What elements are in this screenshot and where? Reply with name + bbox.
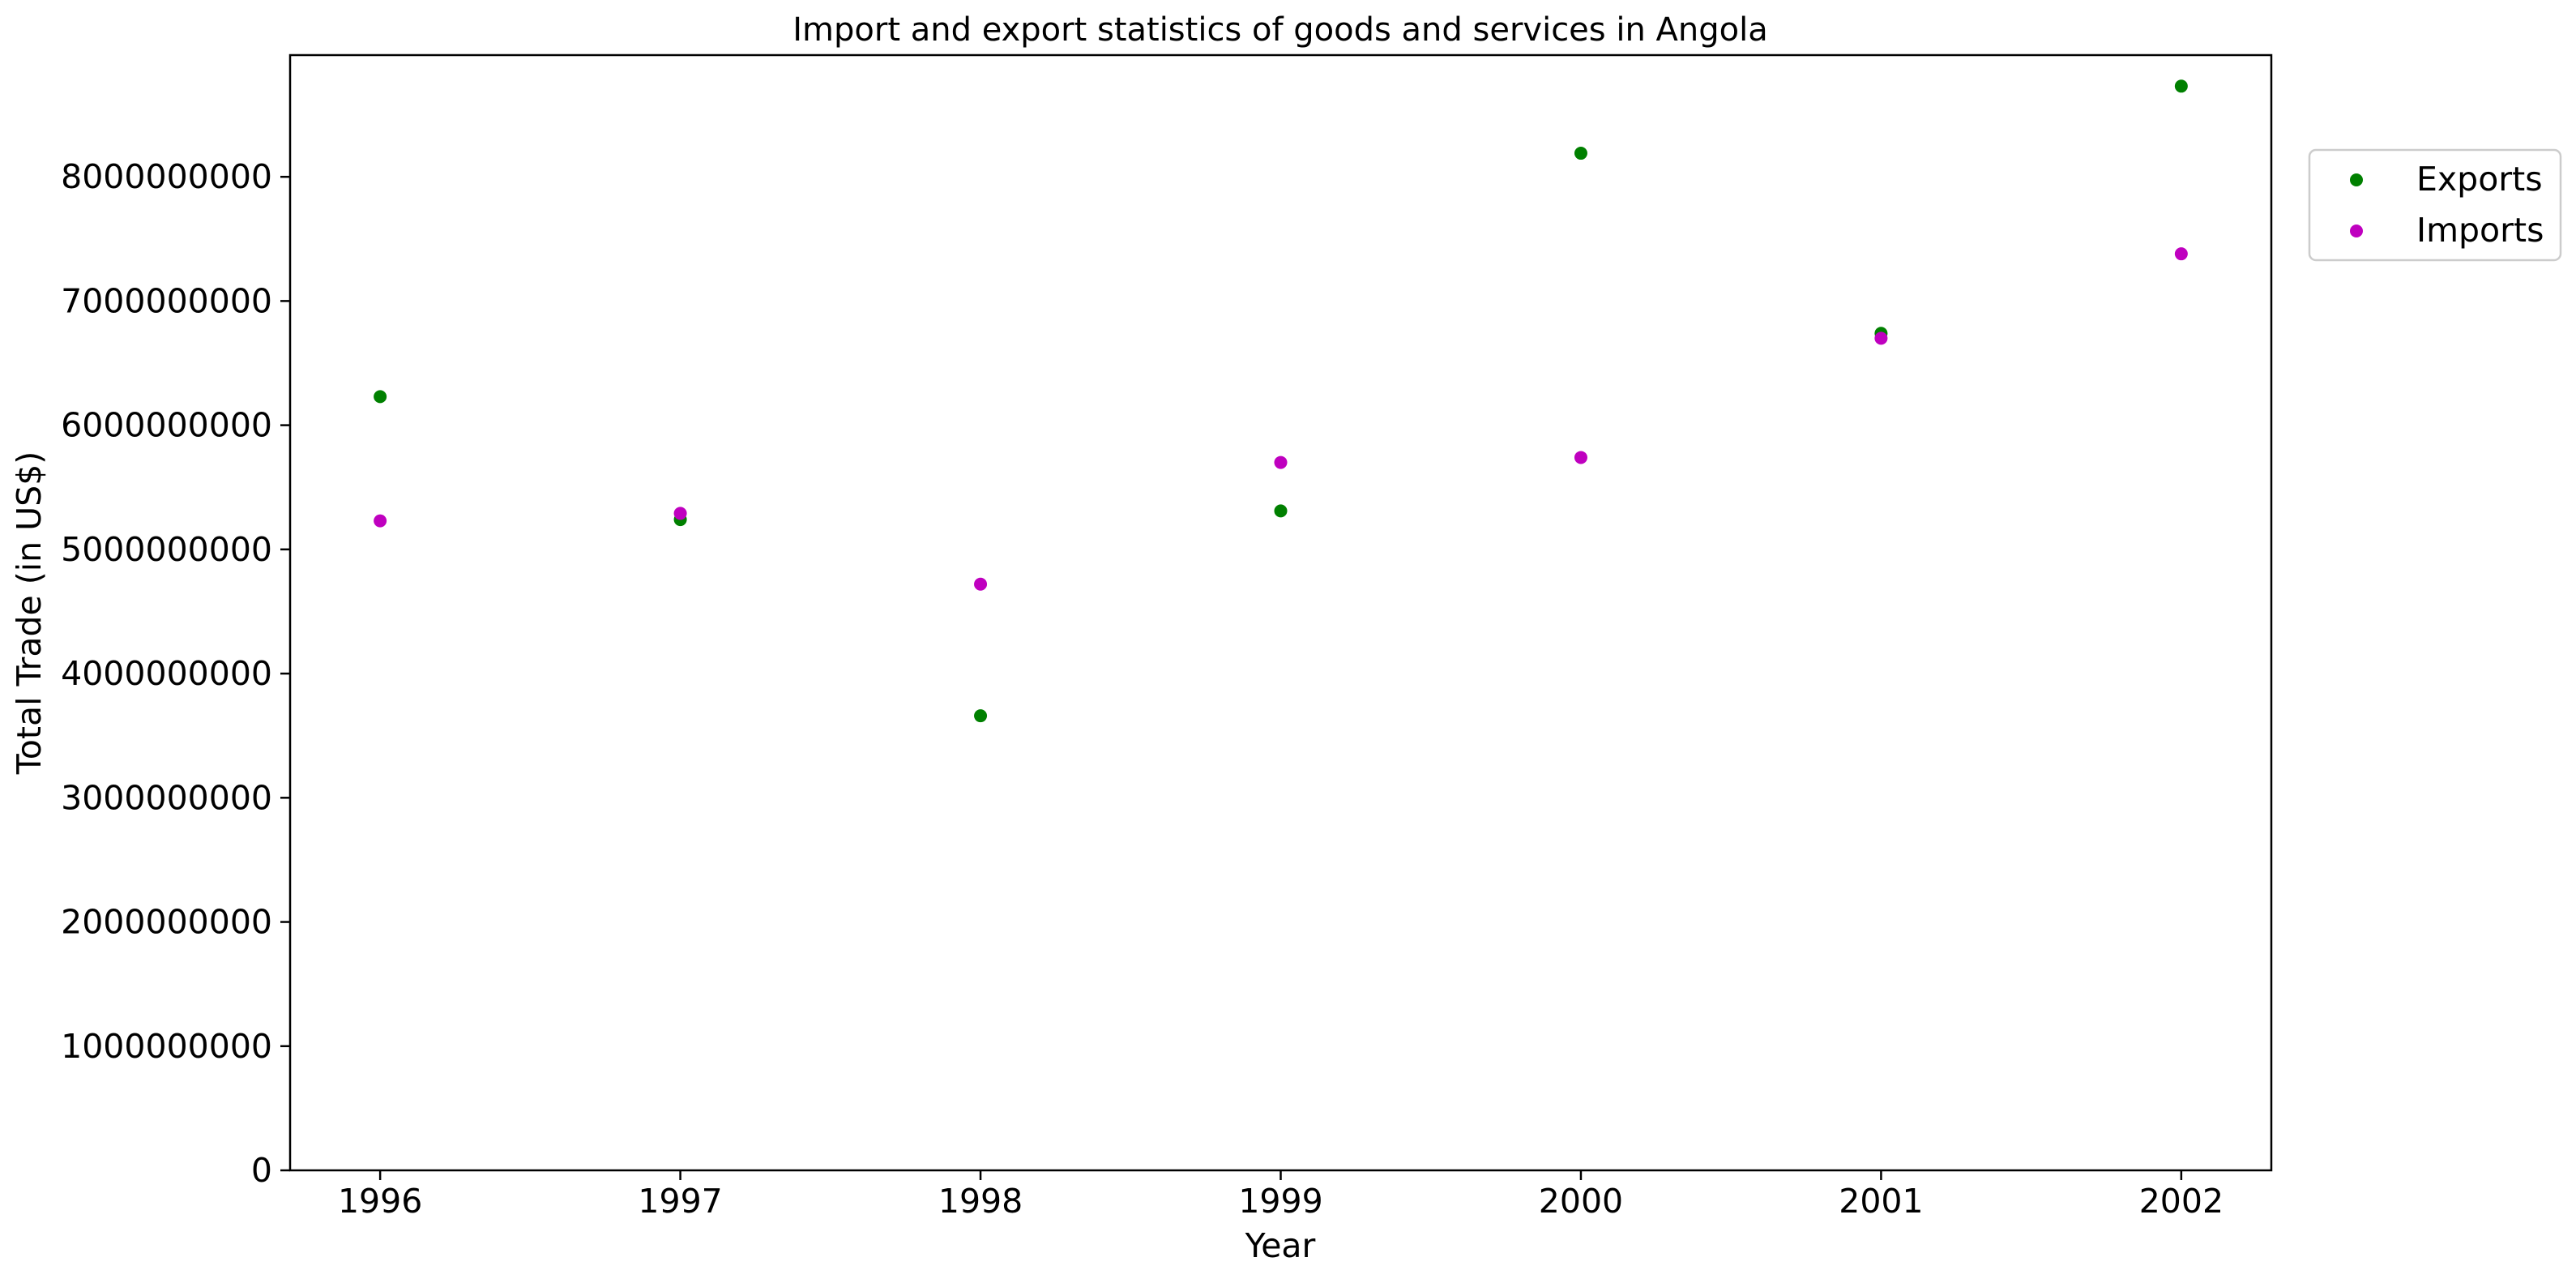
point-imports-1998	[974, 577, 988, 591]
point-imports-2000	[1574, 451, 1587, 464]
chart-title: Import and export statistics of goods an…	[792, 11, 1767, 49]
point-exports-1999	[1274, 504, 1288, 518]
y-tick-label: 7000000000	[61, 281, 272, 320]
point-imports-2001	[1874, 331, 1888, 345]
point-imports-1999	[1274, 455, 1288, 469]
y-tick-label: 5000000000	[61, 530, 272, 569]
point-exports-1996	[374, 390, 387, 404]
y-tick-label: 3000000000	[61, 778, 272, 817]
y-axis-ticks: 0 1000000000 2000000000 3000000000 400000000…	[61, 157, 290, 1190]
point-exports-2000	[1574, 147, 1587, 160]
y-tick-label: 0	[251, 1151, 272, 1190]
y-tick-label: 4000000000	[61, 654, 272, 693]
x-tick-label: 1998	[938, 1182, 1023, 1221]
point-exports-2002	[2174, 79, 2188, 93]
y-tick-label: 2000000000	[61, 903, 272, 942]
point-imports-1997	[673, 507, 687, 520]
x-tick-label: 2000	[1539, 1182, 1623, 1221]
legend-label-imports: Imports	[2416, 211, 2544, 250]
x-tick-label: 1999	[1238, 1182, 1322, 1221]
y-tick-label: 6000000000	[61, 406, 272, 445]
point-exports-1998	[974, 709, 988, 723]
point-imports-2002	[2174, 247, 2188, 261]
x-axis-label: Year	[1245, 1226, 1316, 1265]
data-points	[374, 79, 2188, 723]
point-imports-1996	[374, 514, 387, 528]
x-tick-label: 2002	[2139, 1182, 2224, 1221]
x-tick-label: 2001	[1839, 1182, 1923, 1221]
y-tick-label: 8000000000	[61, 157, 272, 196]
x-axis-ticks: 1996 1997 1998 1999 2000 2001 2002	[338, 1170, 2224, 1221]
legend-marker-imports	[2350, 225, 2363, 237]
y-tick-label: 1000000000	[61, 1027, 272, 1066]
legend-marker-exports	[2350, 173, 2363, 186]
legend: Exports Imports	[2308, 148, 2562, 262]
x-tick-label: 1996	[338, 1182, 422, 1221]
y-axis-label: Total Trade (in US$)	[10, 451, 49, 776]
legend-box	[2308, 148, 2562, 262]
x-tick-label: 1997	[638, 1182, 722, 1221]
legend-label-exports: Exports	[2416, 160, 2543, 199]
